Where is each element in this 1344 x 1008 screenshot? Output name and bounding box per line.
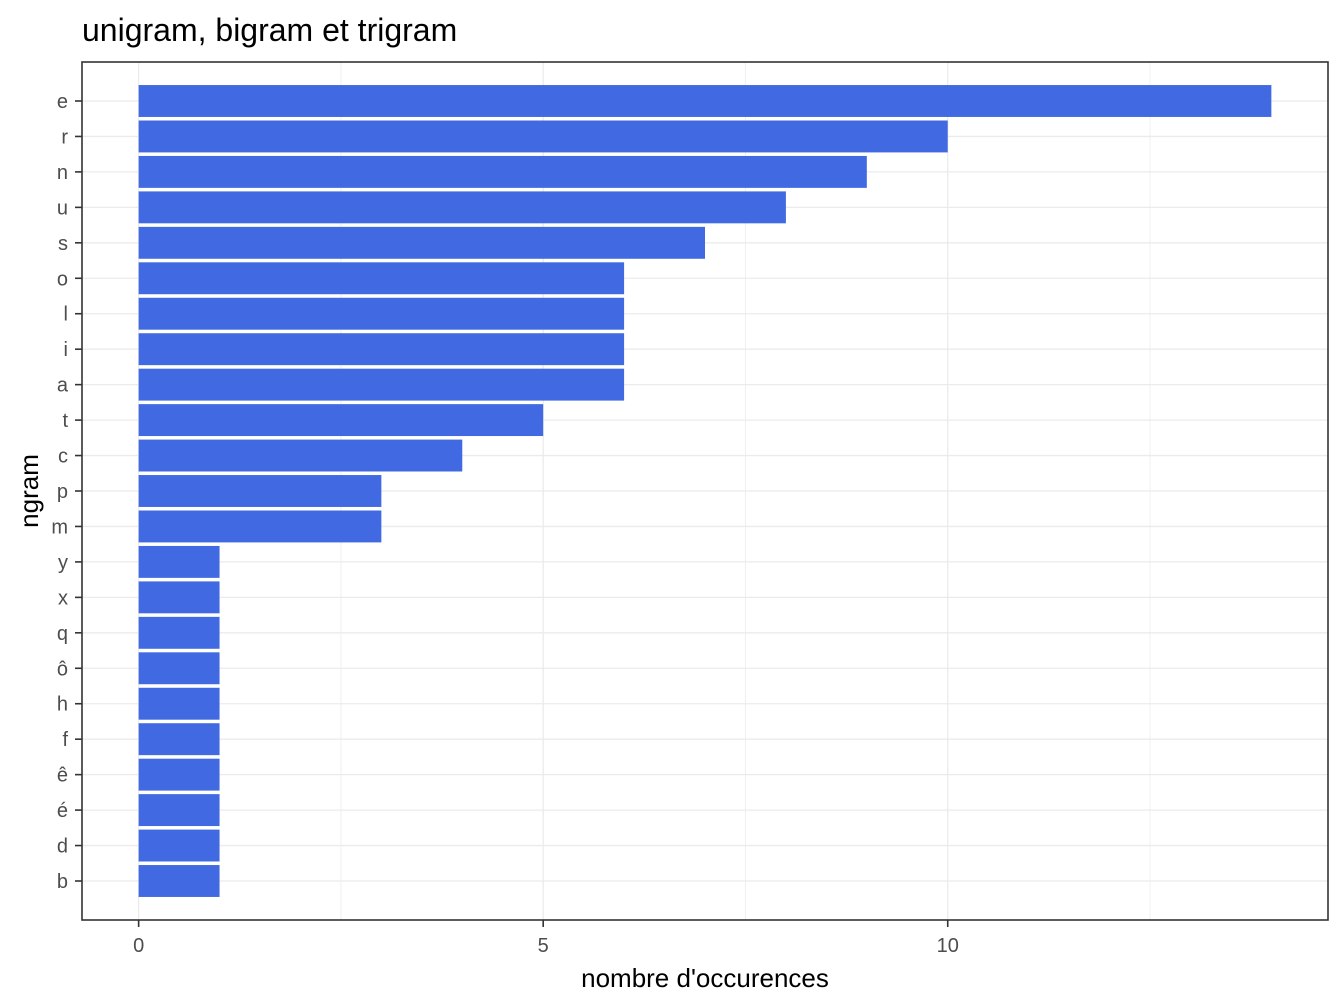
bar-p <box>138 475 382 507</box>
x-axis-title: nombre d'occurences <box>581 963 829 993</box>
y-tick-label: b <box>57 871 68 893</box>
bar-x <box>138 581 220 614</box>
bar-s <box>138 226 706 259</box>
bar-c <box>138 439 463 472</box>
y-tick-label: u <box>57 197 68 219</box>
x-tick-label: 5 <box>538 935 549 957</box>
bar-a <box>138 368 625 401</box>
bar-ê <box>138 758 220 791</box>
y-tick-label: o <box>57 268 68 290</box>
bar-h <box>138 687 220 720</box>
y-tick-label: n <box>57 162 68 184</box>
y-tick-label: p <box>57 481 68 503</box>
y-tick-label: ô <box>57 658 68 680</box>
x-tick-label: 10 <box>937 935 959 957</box>
y-tick-label: l <box>64 304 68 326</box>
x-axis: 0 5 10 <box>133 920 959 957</box>
bar-b <box>138 865 220 897</box>
y-axis-title: ngram <box>14 454 44 528</box>
bar-u <box>138 191 786 224</box>
bar-l <box>138 297 625 330</box>
y-tick-label: x <box>58 587 68 609</box>
bar-e <box>138 85 1272 117</box>
y-tick-label: c <box>58 446 68 468</box>
bar-ô <box>138 652 220 685</box>
bar-m <box>138 510 382 543</box>
bar-t <box>138 404 544 437</box>
y-tick-label: h <box>57 694 68 716</box>
bar-f <box>138 723 220 756</box>
bars <box>138 85 1272 897</box>
y-tick-label: y <box>58 552 68 574</box>
y-tick-label: m <box>51 516 68 538</box>
y-tick-label: q <box>57 623 68 645</box>
y-tick-label: f <box>62 729 68 751</box>
y-tick-label: t <box>62 410 68 432</box>
y-tick-label: ê <box>57 765 68 787</box>
bar-n <box>138 155 867 188</box>
bar-r <box>138 120 948 153</box>
y-tick-label: i <box>64 339 68 361</box>
y-tick-label: r <box>61 126 68 148</box>
bar-y <box>138 545 220 578</box>
y-tick-label: e <box>57 91 68 113</box>
x-tick-label: 0 <box>133 935 144 957</box>
bar-o <box>138 262 625 295</box>
y-tick-label: é <box>57 800 68 822</box>
chart-title: unigram, bigram et trigram <box>82 12 457 48</box>
bar-d <box>138 829 220 862</box>
bar-q <box>138 616 220 649</box>
bar-é <box>138 794 220 827</box>
y-tick-label: s <box>58 233 68 255</box>
y-tick-label: d <box>57 836 68 858</box>
bar-i <box>138 333 625 366</box>
y-tick-label: a <box>57 375 69 397</box>
